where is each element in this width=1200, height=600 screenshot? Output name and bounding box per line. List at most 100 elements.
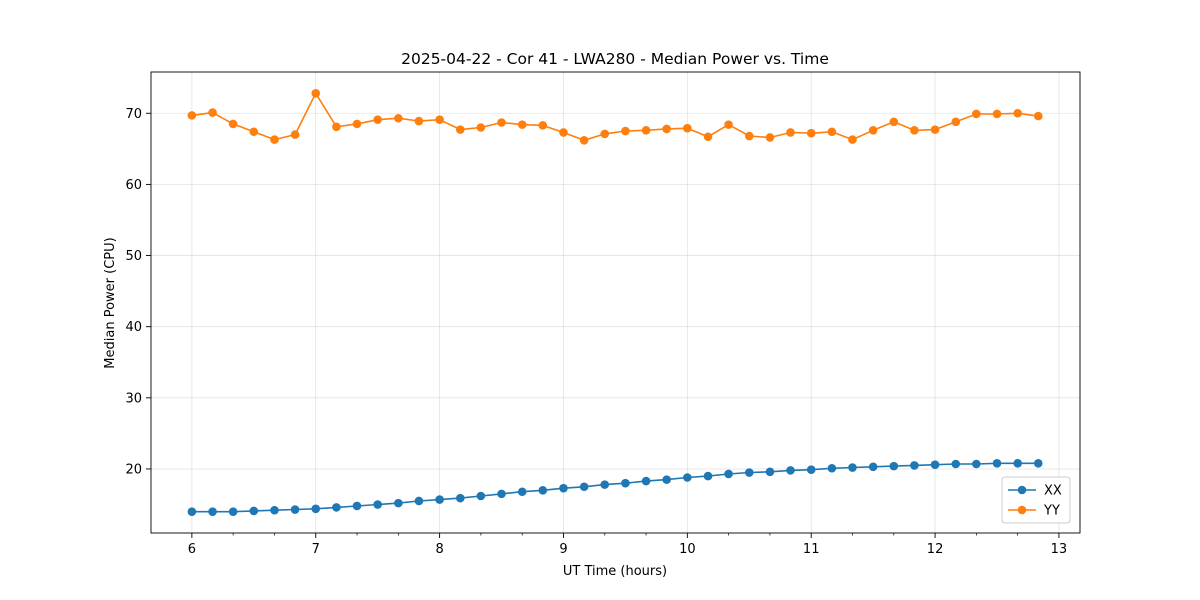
x-tick-label: 10 — [679, 542, 696, 557]
data-point-yy — [744, 131, 754, 141]
data-point-yy — [332, 122, 341, 132]
data-point-yy — [208, 108, 217, 117]
data-point-yy — [1013, 108, 1022, 118]
data-point-xx — [662, 475, 671, 484]
data-point-xx — [435, 495, 444, 504]
data-point-yy — [455, 125, 465, 134]
data-point-yy — [414, 116, 424, 126]
data-point-xx — [827, 463, 837, 473]
data-point-yy — [868, 126, 878, 135]
y-tick-label: 40 — [125, 320, 142, 335]
y-tick-label: 20 — [125, 462, 142, 477]
data-point-xx — [249, 506, 259, 516]
data-point-yy — [662, 124, 671, 134]
data-point-yy — [187, 111, 197, 120]
grid-lines — [151, 72, 1080, 533]
data-point-yy — [559, 128, 568, 137]
x-tick-label: 11 — [803, 542, 820, 557]
series-layer — [187, 89, 1043, 516]
data-point-xx — [806, 465, 816, 474]
data-point-yy — [641, 126, 651, 135]
data-point-xx — [538, 486, 548, 495]
data-point-xx — [600, 480, 610, 489]
x-tick-label: 12 — [927, 542, 944, 557]
x-tick-label: 6 — [188, 542, 196, 557]
data-point-yy — [311, 89, 321, 98]
data-point-xx — [290, 505, 300, 514]
data-point-xx — [992, 458, 1002, 468]
x-axis-label: UT Time (hours) — [563, 564, 667, 579]
data-point-xx — [868, 462, 878, 472]
data-point-xx — [352, 501, 362, 511]
data-point-yy — [228, 119, 238, 129]
data-point-yy — [621, 126, 630, 136]
data-point-yy — [538, 121, 548, 130]
data-point-xx — [848, 463, 857, 472]
legend-marker-xx — [1017, 485, 1027, 495]
data-point-xx — [621, 478, 630, 488]
data-point-xx — [311, 504, 321, 514]
data-point-yy — [290, 130, 300, 139]
data-point-xx — [889, 461, 899, 471]
x-tick-label: 13 — [1051, 542, 1068, 557]
data-point-yy — [579, 135, 589, 145]
data-point-yy — [517, 120, 527, 129]
data-point-xx — [972, 459, 981, 469]
y-tick-label: 70 — [125, 107, 142, 122]
data-point-yy — [786, 128, 795, 137]
y-axis-label: Median Power (CPU) — [103, 237, 118, 368]
data-point-yy — [972, 109, 981, 119]
data-point-xx — [455, 493, 465, 503]
chart-title: 2025-04-22 - Cor 41 - LWA280 - Median Po… — [401, 50, 829, 68]
data-point-xx — [683, 473, 692, 482]
legend-marker-yy — [1017, 505, 1027, 515]
x-tick-label: 9 — [559, 542, 567, 557]
data-point-yy — [373, 115, 382, 124]
data-point-xx — [579, 482, 589, 492]
data-point-yy — [951, 117, 961, 127]
data-point-yy — [435, 115, 444, 124]
data-point-yy — [724, 120, 733, 129]
data-point-xx — [559, 483, 568, 493]
data-point-yy — [992, 109, 1002, 119]
data-point-yy — [910, 126, 919, 135]
data-point-yy — [806, 128, 816, 138]
data-point-yy — [497, 118, 506, 127]
data-point-yy — [394, 113, 403, 123]
data-point-xx — [208, 507, 217, 516]
data-point-yy — [889, 117, 899, 127]
data-point-xx — [476, 491, 486, 501]
data-point-yy — [270, 135, 279, 144]
legend: XX YY — [1001, 476, 1071, 524]
data-point-xx — [187, 507, 197, 516]
series-line-xx — [191, 462, 1039, 513]
data-point-yy — [352, 119, 362, 129]
data-point-xx — [270, 505, 279, 515]
axis-ticks: 6 7 8 9 10 11 12 13 20 30 40 50 60 70 — [125, 107, 1067, 557]
data-point-xx — [497, 489, 506, 499]
data-point-yy — [930, 125, 940, 134]
plot-frame — [150, 71, 1081, 534]
data-point-yy — [765, 133, 775, 142]
x-tick-label: 7 — [312, 542, 320, 557]
data-point-yy — [476, 123, 486, 132]
data-point-xx — [228, 507, 238, 516]
data-point-yy — [249, 127, 259, 137]
y-tick-label: 50 — [125, 249, 142, 264]
data-point-yy — [827, 127, 837, 137]
x-tick-label: 8 — [435, 542, 443, 557]
data-point-xx — [930, 460, 940, 470]
data-point-yy — [703, 132, 713, 142]
data-point-xx — [765, 467, 775, 477]
legend-label-xx: XX — [1044, 484, 1062, 499]
data-point-yy — [600, 129, 610, 139]
data-point-xx — [951, 459, 961, 469]
data-point-xx — [786, 466, 795, 475]
data-point-xx — [1033, 458, 1043, 468]
data-point-xx — [517, 487, 527, 497]
data-point-xx — [414, 496, 424, 506]
y-tick-label: 30 — [125, 391, 142, 406]
data-point-yy — [848, 135, 857, 144]
data-point-xx — [332, 503, 341, 512]
